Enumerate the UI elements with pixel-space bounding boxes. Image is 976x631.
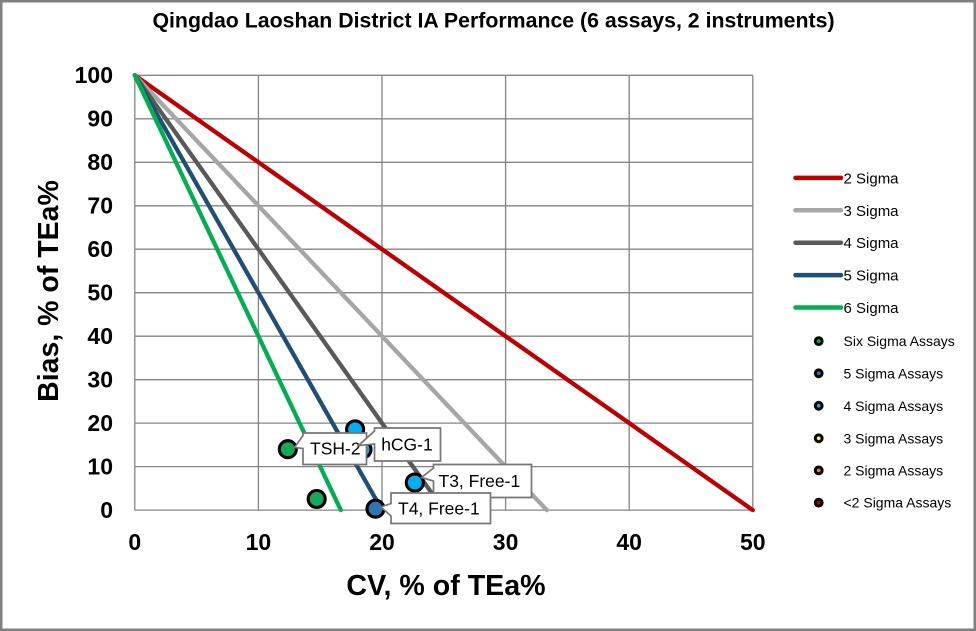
svg-text:10: 10 [87, 454, 113, 480]
svg-text:40: 40 [87, 323, 113, 349]
svg-text:5 Sigma Assays: 5 Sigma Assays [844, 365, 944, 381]
svg-text:T4, Free-1: T4, Free-1 [398, 498, 480, 518]
svg-text:60: 60 [87, 236, 113, 262]
svg-text:T3, Free-1: T3, Free-1 [439, 471, 521, 491]
svg-text:50: 50 [740, 529, 766, 555]
svg-text:0: 0 [100, 497, 113, 523]
svg-text:Six Sigma Assays: Six Sigma Assays [844, 333, 955, 349]
svg-text:30: 30 [493, 529, 519, 555]
svg-text:80: 80 [87, 149, 113, 175]
svg-text:2 Sigma: 2 Sigma [844, 170, 900, 187]
svg-text:90: 90 [87, 106, 113, 132]
svg-text:3 Sigma Assays: 3 Sigma Assays [844, 430, 944, 446]
svg-text:4 Sigma Assays: 4 Sigma Assays [844, 398, 944, 414]
svg-text:70: 70 [87, 193, 113, 219]
svg-text:Qingdao Laoshan District IA Pe: Qingdao Laoshan District IA Performance … [152, 9, 834, 33]
svg-text:100: 100 [75, 62, 113, 88]
svg-text:6 Sigma: 6 Sigma [844, 300, 900, 317]
svg-text:40: 40 [616, 529, 642, 555]
svg-text:3 Sigma: 3 Sigma [844, 203, 900, 220]
svg-text:Bias, % of TEa%: Bias, % of TEa% [33, 180, 65, 402]
svg-text:hCG-1: hCG-1 [381, 434, 433, 454]
svg-text:5 Sigma: 5 Sigma [844, 268, 900, 285]
svg-text:4 Sigma: 4 Sigma [844, 235, 900, 252]
svg-text:30: 30 [87, 367, 113, 393]
svg-text:TSH-2: TSH-2 [310, 439, 361, 459]
svg-text:20: 20 [87, 410, 113, 436]
svg-text:2 Sigma Assays: 2 Sigma Assays [844, 462, 944, 478]
svg-text:<2 Sigma Assays: <2 Sigma Assays [844, 495, 952, 511]
svg-text:CV, % of TEa%: CV, % of TEa% [346, 570, 545, 602]
svg-text:50: 50 [87, 280, 113, 306]
svg-text:0: 0 [128, 529, 141, 555]
svg-text:20: 20 [369, 529, 395, 555]
svg-text:10: 10 [246, 529, 272, 555]
